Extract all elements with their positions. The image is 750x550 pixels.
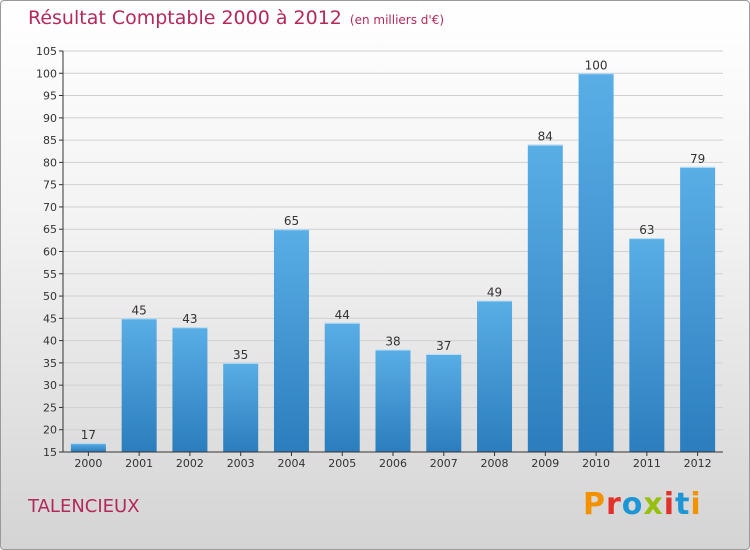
y-tick-label: 105 bbox=[36, 45, 57, 58]
bar-2002[interactable] bbox=[172, 327, 208, 452]
value-label-2008: 49 bbox=[487, 286, 502, 300]
x-tick-label-2002: 2002 bbox=[176, 457, 204, 470]
value-label-2012: 79 bbox=[690, 152, 705, 166]
value-label-2001: 45 bbox=[132, 303, 147, 317]
y-tick-label: 80 bbox=[43, 156, 57, 169]
value-label-2003: 35 bbox=[233, 348, 248, 362]
value-label-2002: 43 bbox=[182, 312, 197, 326]
value-label-2010: 100 bbox=[585, 58, 608, 72]
bar-2004[interactable] bbox=[273, 229, 309, 452]
y-tick-label: 95 bbox=[43, 90, 57, 103]
y-tick-label: 55 bbox=[43, 268, 57, 281]
bar-2005[interactable] bbox=[324, 322, 360, 452]
bar-2006[interactable] bbox=[375, 349, 411, 452]
y-tick-label: 70 bbox=[43, 201, 57, 214]
bar-2008[interactable] bbox=[477, 300, 513, 452]
value-label-2004: 65 bbox=[284, 214, 299, 228]
x-tick-label-2010: 2010 bbox=[582, 457, 610, 470]
x-tick-label-2012: 2012 bbox=[684, 457, 712, 470]
bar-2000[interactable] bbox=[70, 443, 106, 452]
chart-title: Résultat Comptable 2000 à 2012 (en millie… bbox=[28, 7, 445, 29]
value-label-2007: 37 bbox=[436, 339, 451, 353]
y-tick-label: 35 bbox=[43, 357, 57, 370]
y-tick-label: 60 bbox=[43, 246, 57, 259]
commune-name: TALENCIEUX bbox=[28, 496, 140, 517]
value-label-2006: 38 bbox=[385, 335, 400, 349]
y-tick-label: 40 bbox=[43, 335, 57, 348]
bar-2007[interactable] bbox=[426, 353, 462, 452]
logo-letter: x bbox=[643, 487, 664, 522]
y-tick-label: 65 bbox=[43, 223, 57, 236]
y-tick-label: 90 bbox=[43, 112, 57, 125]
x-tick-label-2004: 2004 bbox=[277, 457, 305, 470]
bar-2003[interactable] bbox=[223, 362, 259, 452]
x-tick-label-2001: 2001 bbox=[125, 457, 153, 470]
y-tick-label: 20 bbox=[43, 424, 57, 437]
x-tick-label-2011: 2011 bbox=[633, 457, 661, 470]
logo-letter: i bbox=[690, 487, 702, 522]
x-tick-label-2005: 2005 bbox=[328, 457, 356, 470]
x-tick-label-2003: 2003 bbox=[227, 457, 255, 470]
y-tick-label: 30 bbox=[43, 379, 57, 392]
bar-2012[interactable] bbox=[680, 166, 716, 452]
logo-letter: t bbox=[675, 487, 691, 522]
x-tick-label-2000: 2000 bbox=[74, 457, 102, 470]
bar-2010[interactable] bbox=[578, 73, 614, 453]
proxiti-logo[interactable]: Proxiti bbox=[583, 487, 702, 522]
logo-letter: P bbox=[583, 487, 606, 522]
value-label-2009: 84 bbox=[538, 130, 553, 144]
y-tick-label: 100 bbox=[36, 67, 57, 80]
value-label-2005: 44 bbox=[335, 308, 350, 322]
y-tick-label: 50 bbox=[43, 290, 57, 303]
logo-letter: o bbox=[621, 487, 644, 522]
bar-2011[interactable] bbox=[629, 238, 665, 452]
bar-2001[interactable] bbox=[121, 318, 157, 452]
x-tick-label-2006: 2006 bbox=[379, 457, 407, 470]
y-tick-label: 75 bbox=[43, 179, 57, 192]
x-tick-label-2007: 2007 bbox=[430, 457, 458, 470]
x-tick-label-2009: 2009 bbox=[531, 457, 559, 470]
chart-subtitle: (en milliers d'€) bbox=[349, 13, 445, 27]
y-tick-label: 85 bbox=[43, 134, 57, 147]
value-label-2000: 17 bbox=[81, 428, 96, 442]
logo-letter: i bbox=[663, 487, 676, 522]
value-label-2011: 63 bbox=[639, 223, 654, 237]
y-tick-label: 45 bbox=[43, 312, 57, 325]
y-tick-label: 25 bbox=[43, 401, 57, 414]
logo-letter: r bbox=[606, 487, 622, 522]
x-tick-label-2008: 2008 bbox=[481, 457, 509, 470]
y-tick-label: 15 bbox=[43, 446, 57, 459]
bar-2009[interactable] bbox=[527, 144, 563, 453]
